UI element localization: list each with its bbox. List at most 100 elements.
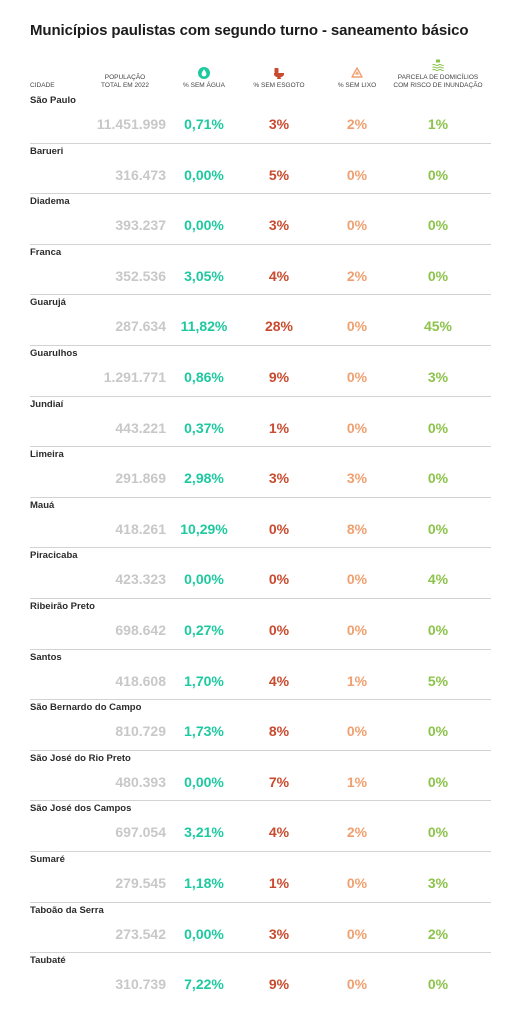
city-name: Mauá — [30, 499, 55, 511]
row-divider — [30, 142, 491, 144]
row-divider — [30, 597, 491, 599]
populacao-value: 393.237 — [115, 217, 166, 234]
inundacao-value: 3% — [427, 368, 449, 385]
table-row: Santos 418.608 1,70% 4% 1% 5% — [0, 650, 511, 701]
header-cidade-label: CIDADE — [30, 82, 55, 89]
city-name: Limeira — [30, 449, 64, 461]
city-name: São Paulo — [30, 95, 76, 106]
esgoto-value: 1% — [268, 419, 290, 436]
lixo-value: 2% — [346, 267, 368, 284]
table-header: CIDADE POPULAÇÃO TOTAL EM 2022 % SEM ÁGU… — [0, 58, 511, 94]
populacao-value: 418.261 — [115, 520, 166, 537]
city-name: Santos — [30, 651, 62, 663]
esgoto-value: 3% — [268, 116, 290, 132]
esgoto-value: 4% — [268, 672, 290, 689]
populacao-value: 291.869 — [115, 470, 166, 487]
populacao-value: 443.221 — [115, 419, 166, 436]
header-agua-label: % SEM ÁGUA — [183, 82, 225, 89]
esgoto-value: 3% — [268, 470, 290, 487]
city-name: Franca — [30, 246, 62, 258]
row-divider — [30, 193, 491, 195]
table-body: São Paulo 11.451.999 0,71% 3% 2% 1% Barueri 316… — [0, 93, 511, 1004]
header-esgoto-label: % SEM ESGOTO — [253, 82, 305, 89]
populacao-value: 698.642 — [115, 621, 166, 638]
agua-value: 0,86% — [184, 368, 224, 385]
populacao-value: 810.729 — [115, 723, 166, 740]
populacao-value: 279.545 — [115, 874, 166, 891]
row-divider — [30, 547, 491, 549]
esgoto-value: 5% — [268, 166, 290, 183]
header-lixo: % SEM LIXO — [328, 58, 386, 90]
populacao-value: 11.451.999 — [96, 116, 166, 132]
lixo-value: 0% — [346, 368, 368, 385]
agua-value: 0,00% — [184, 166, 224, 183]
inundacao-value: 0% — [427, 166, 449, 183]
city-name: Guarulhos — [30, 347, 78, 359]
inundacao-value: 0% — [427, 824, 449, 841]
lixo-value: 0% — [346, 621, 368, 638]
esgoto-value: 3% — [268, 217, 290, 234]
inundacao-value: 0% — [427, 470, 449, 487]
inundacao-value: 1% — [427, 116, 449, 132]
inundacao-value: 5% — [427, 672, 449, 689]
header-inundacao-line2: COM RISCO DE INUNDAÇÃO — [393, 82, 483, 89]
inundacao-value: 0% — [427, 621, 449, 638]
table-row: São Bernardo do Campo 810.729 1,73% 8% 0% 0% — [0, 700, 511, 751]
lixo-value: 0% — [346, 571, 368, 588]
row-divider — [30, 496, 491, 498]
inundacao-value: 4% — [427, 571, 449, 588]
esgoto-value: 9% — [268, 368, 290, 385]
header-populacao: POPULAÇÃO TOTAL EM 2022 — [92, 58, 158, 90]
esgoto-value: 3% — [268, 925, 290, 942]
agua-value: 1,73% — [184, 723, 224, 740]
city-name: Diadema — [30, 196, 70, 208]
table-row: Guarulhos 1.291.771 0,86% 9% 0% 3% — [0, 346, 511, 397]
lixo-value: 2% — [346, 824, 368, 841]
lixo-value: 0% — [346, 925, 368, 942]
header-populacao-line2: TOTAL EM 2022 — [101, 82, 149, 89]
inundacao-value: 0% — [427, 976, 449, 993]
lixo-value: 0% — [346, 166, 368, 183]
inundacao-value: 0% — [427, 217, 449, 234]
agua-value: 7,22% — [184, 976, 224, 993]
table-row: Franca 352.536 3,05% 4% 2% 0% — [0, 245, 511, 296]
esgoto-value: 0% — [268, 520, 290, 537]
city-name: São José dos Campos — [30, 803, 132, 815]
lixo-value: 8% — [346, 520, 368, 537]
water-drop-icon — [198, 67, 210, 79]
city-name: Taboão da Serra — [30, 904, 104, 916]
table-row: Limeira 291.869 2,98% 3% 3% 0% — [0, 447, 511, 498]
inundacao-value: 0% — [427, 419, 449, 436]
city-name: São José do Rio Preto — [30, 752, 131, 764]
esgoto-value: 8% — [268, 723, 290, 740]
city-name: São Bernardo do Campo — [30, 702, 142, 714]
header-agua: % SEM ÁGUA — [178, 58, 230, 90]
city-name: Jundiaí — [30, 398, 64, 410]
table-row: Sumaré 279.545 1,18% 1% 0% 3% — [0, 852, 511, 903]
row-divider — [30, 395, 491, 397]
city-name: Guarujá — [30, 297, 66, 309]
inundacao-value: 2% — [427, 925, 449, 942]
row-divider — [30, 901, 491, 903]
table-row: Diadema 393.237 0,00% 3% 0% 0% — [0, 194, 511, 245]
city-name: Ribeirão Preto — [30, 600, 95, 612]
agua-value: 3,21% — [184, 824, 224, 841]
agua-value: 0,00% — [184, 925, 224, 942]
row-divider — [30, 699, 491, 701]
lixo-value: 0% — [346, 419, 368, 436]
populacao-value: 352.536 — [115, 267, 166, 284]
lixo-value: 1% — [346, 672, 368, 689]
row-divider — [30, 800, 491, 802]
city-name: Sumaré — [30, 853, 65, 865]
lixo-value: 2% — [346, 116, 368, 132]
esgoto-value: 0% — [268, 621, 290, 638]
row-divider — [30, 648, 491, 650]
row-divider — [30, 850, 491, 852]
inundacao-value: 3% — [427, 874, 449, 891]
city-name: Taubaté — [30, 955, 66, 967]
populacao-value: 697.054 — [115, 824, 166, 841]
table-row: São José dos Campos 697.054 3,21% 4% 2% 0% — [0, 801, 511, 852]
agua-value: 0,27% — [184, 621, 224, 638]
inundacao-value: 0% — [427, 723, 449, 740]
inundacao-value: 45% — [423, 318, 453, 335]
